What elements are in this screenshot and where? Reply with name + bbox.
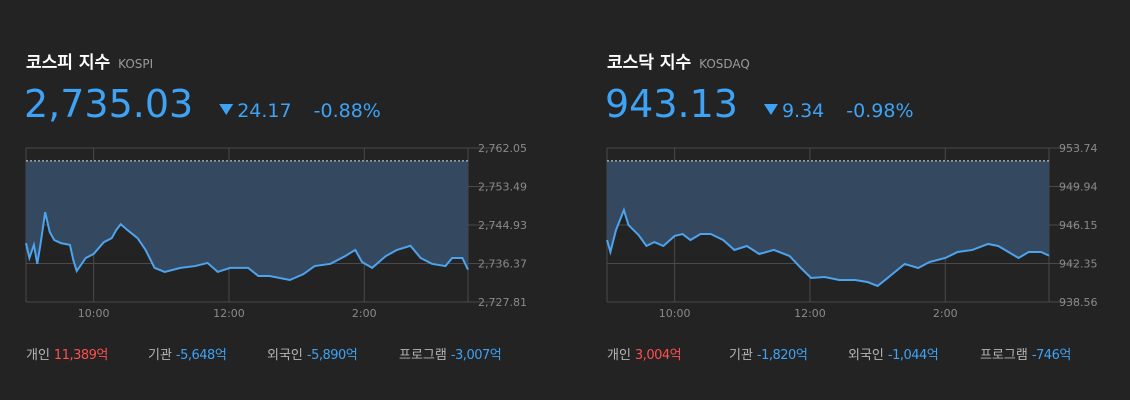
index-change-pct: -0.98%	[846, 100, 913, 122]
y-tick-label: 938.56	[1059, 296, 1098, 309]
investor-value: -5,890억	[307, 348, 357, 363]
x-tick-label: 10:00	[78, 307, 110, 320]
index-code: KOSDAQ	[699, 57, 750, 71]
y-tick-label: 942.35	[1059, 258, 1098, 271]
y-tick-label: 2,762.05	[478, 142, 527, 155]
y-tick-label: 2,744.93	[478, 219, 527, 232]
investor-value: -746억	[1032, 348, 1071, 363]
investor-value: -5,648억	[176, 348, 226, 363]
area-fill	[607, 160, 1049, 286]
x-tick-label: 12:00	[794, 307, 826, 320]
x-tick-label: 2:00	[933, 307, 958, 320]
index-change: 24.17	[237, 100, 291, 122]
index-title: 코스닥 지수	[607, 53, 691, 73]
index-title: 코스피 지수	[26, 53, 110, 73]
down-arrow	[219, 104, 234, 115]
y-tick-label: 2,736.37	[478, 258, 527, 271]
y-tick-label: 2,753.49	[478, 181, 527, 194]
investor-label: 프로그램	[399, 348, 447, 363]
index-value: 943.13	[605, 82, 738, 126]
investor-value: 11,389억	[54, 348, 108, 363]
investor-value: -1,820억	[757, 348, 807, 363]
investor-label: 외국인	[848, 348, 884, 363]
investor-label: 외국인	[267, 348, 303, 363]
price-line	[606, 206, 1050, 288]
investor-value: 3,004억	[635, 348, 681, 363]
x-tick-label: 12:00	[213, 307, 245, 320]
x-tick-label: 10:00	[659, 307, 691, 320]
y-tick-label: 949.94	[1059, 181, 1098, 194]
down-arrow	[763, 104, 778, 115]
investor-label: 개인	[607, 348, 631, 363]
y-tick-label: 2,727.81	[478, 296, 527, 309]
y-tick-label: 946.15	[1059, 219, 1098, 232]
index-value: 2,735.03	[24, 82, 193, 126]
price-line	[25, 211, 469, 282]
area-fill	[26, 160, 468, 281]
x-tick-label: 2:00	[352, 307, 377, 320]
index-change-pct: -0.88%	[314, 100, 381, 122]
investor-label: 개인	[26, 348, 50, 363]
index-code: KOSPI	[118, 57, 153, 71]
investor-label: 기관	[729, 348, 753, 363]
index-change: 9.34	[782, 100, 824, 122]
investor-label: 기관	[148, 348, 172, 363]
investor-value: -1,044억	[888, 348, 938, 363]
investor-label: 프로그램	[980, 348, 1028, 363]
investor-value: -3,007억	[451, 348, 501, 363]
y-tick-label: 953.74	[1059, 142, 1098, 155]
